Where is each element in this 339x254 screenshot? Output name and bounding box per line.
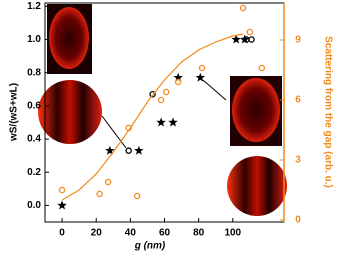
y2-axis-label: Scattering from the gap (arb. u.) (322, 36, 333, 188)
circle-point (258, 64, 266, 72)
circle-point (162, 88, 170, 96)
star-point (134, 145, 144, 155)
x-tick-label: 80 (193, 228, 205, 239)
x-tick-label: 20 (91, 228, 103, 239)
y-axis-label: wS/(wS+wL) (9, 83, 20, 142)
star-point (240, 34, 250, 44)
x-axis-label: g (nm) (134, 241, 166, 252)
circle-point (174, 78, 182, 86)
y-tick-label: 0.8 (27, 67, 41, 78)
x-tick-label: 100 (224, 228, 241, 239)
circle-point (96, 190, 103, 198)
x-tick-label: 0 (59, 228, 65, 239)
pointer-line (101, 115, 127, 149)
star-point (168, 117, 178, 127)
pointer-line (202, 79, 227, 101)
circle-point (246, 28, 254, 36)
circle-point (125, 147, 132, 154)
star-point (173, 72, 183, 82)
y-tick-label: 0.2 (27, 167, 41, 178)
y-tick-label: 1.0 (27, 34, 41, 45)
star-point (156, 117, 166, 127)
inset-image (38, 80, 102, 144)
insets (38, 4, 287, 216)
fit-line (61, 33, 244, 201)
circle-point (157, 96, 165, 104)
inset-image (227, 156, 287, 216)
y2-tick-label: 0 (295, 215, 301, 226)
circle-point (239, 4, 247, 12)
star-point (195, 72, 206, 82)
y2-tick-label: 9 (295, 35, 301, 46)
y-tick-label: 0.4 (27, 134, 41, 145)
y2-tick-label: 3 (295, 155, 301, 166)
inset-image (232, 78, 280, 142)
x-tick-label: 40 (125, 228, 137, 239)
circle-point (58, 186, 66, 194)
circle-point (248, 36, 255, 43)
circle-point (104, 178, 112, 186)
star-point (105, 145, 115, 155)
y2-tick-label: 6 (295, 95, 301, 106)
circle-point (198, 64, 206, 72)
star-point (57, 200, 67, 210)
star-point (231, 34, 241, 44)
x-tick-label: 60 (159, 228, 171, 239)
inset-image (49, 7, 89, 69)
y-tick-label: 1.2 (27, 1, 41, 12)
y-tick-label: 0.6 (27, 101, 41, 112)
circle-point (133, 192, 141, 200)
circle-point (149, 91, 156, 98)
y-tick-label: 0.0 (27, 200, 41, 211)
